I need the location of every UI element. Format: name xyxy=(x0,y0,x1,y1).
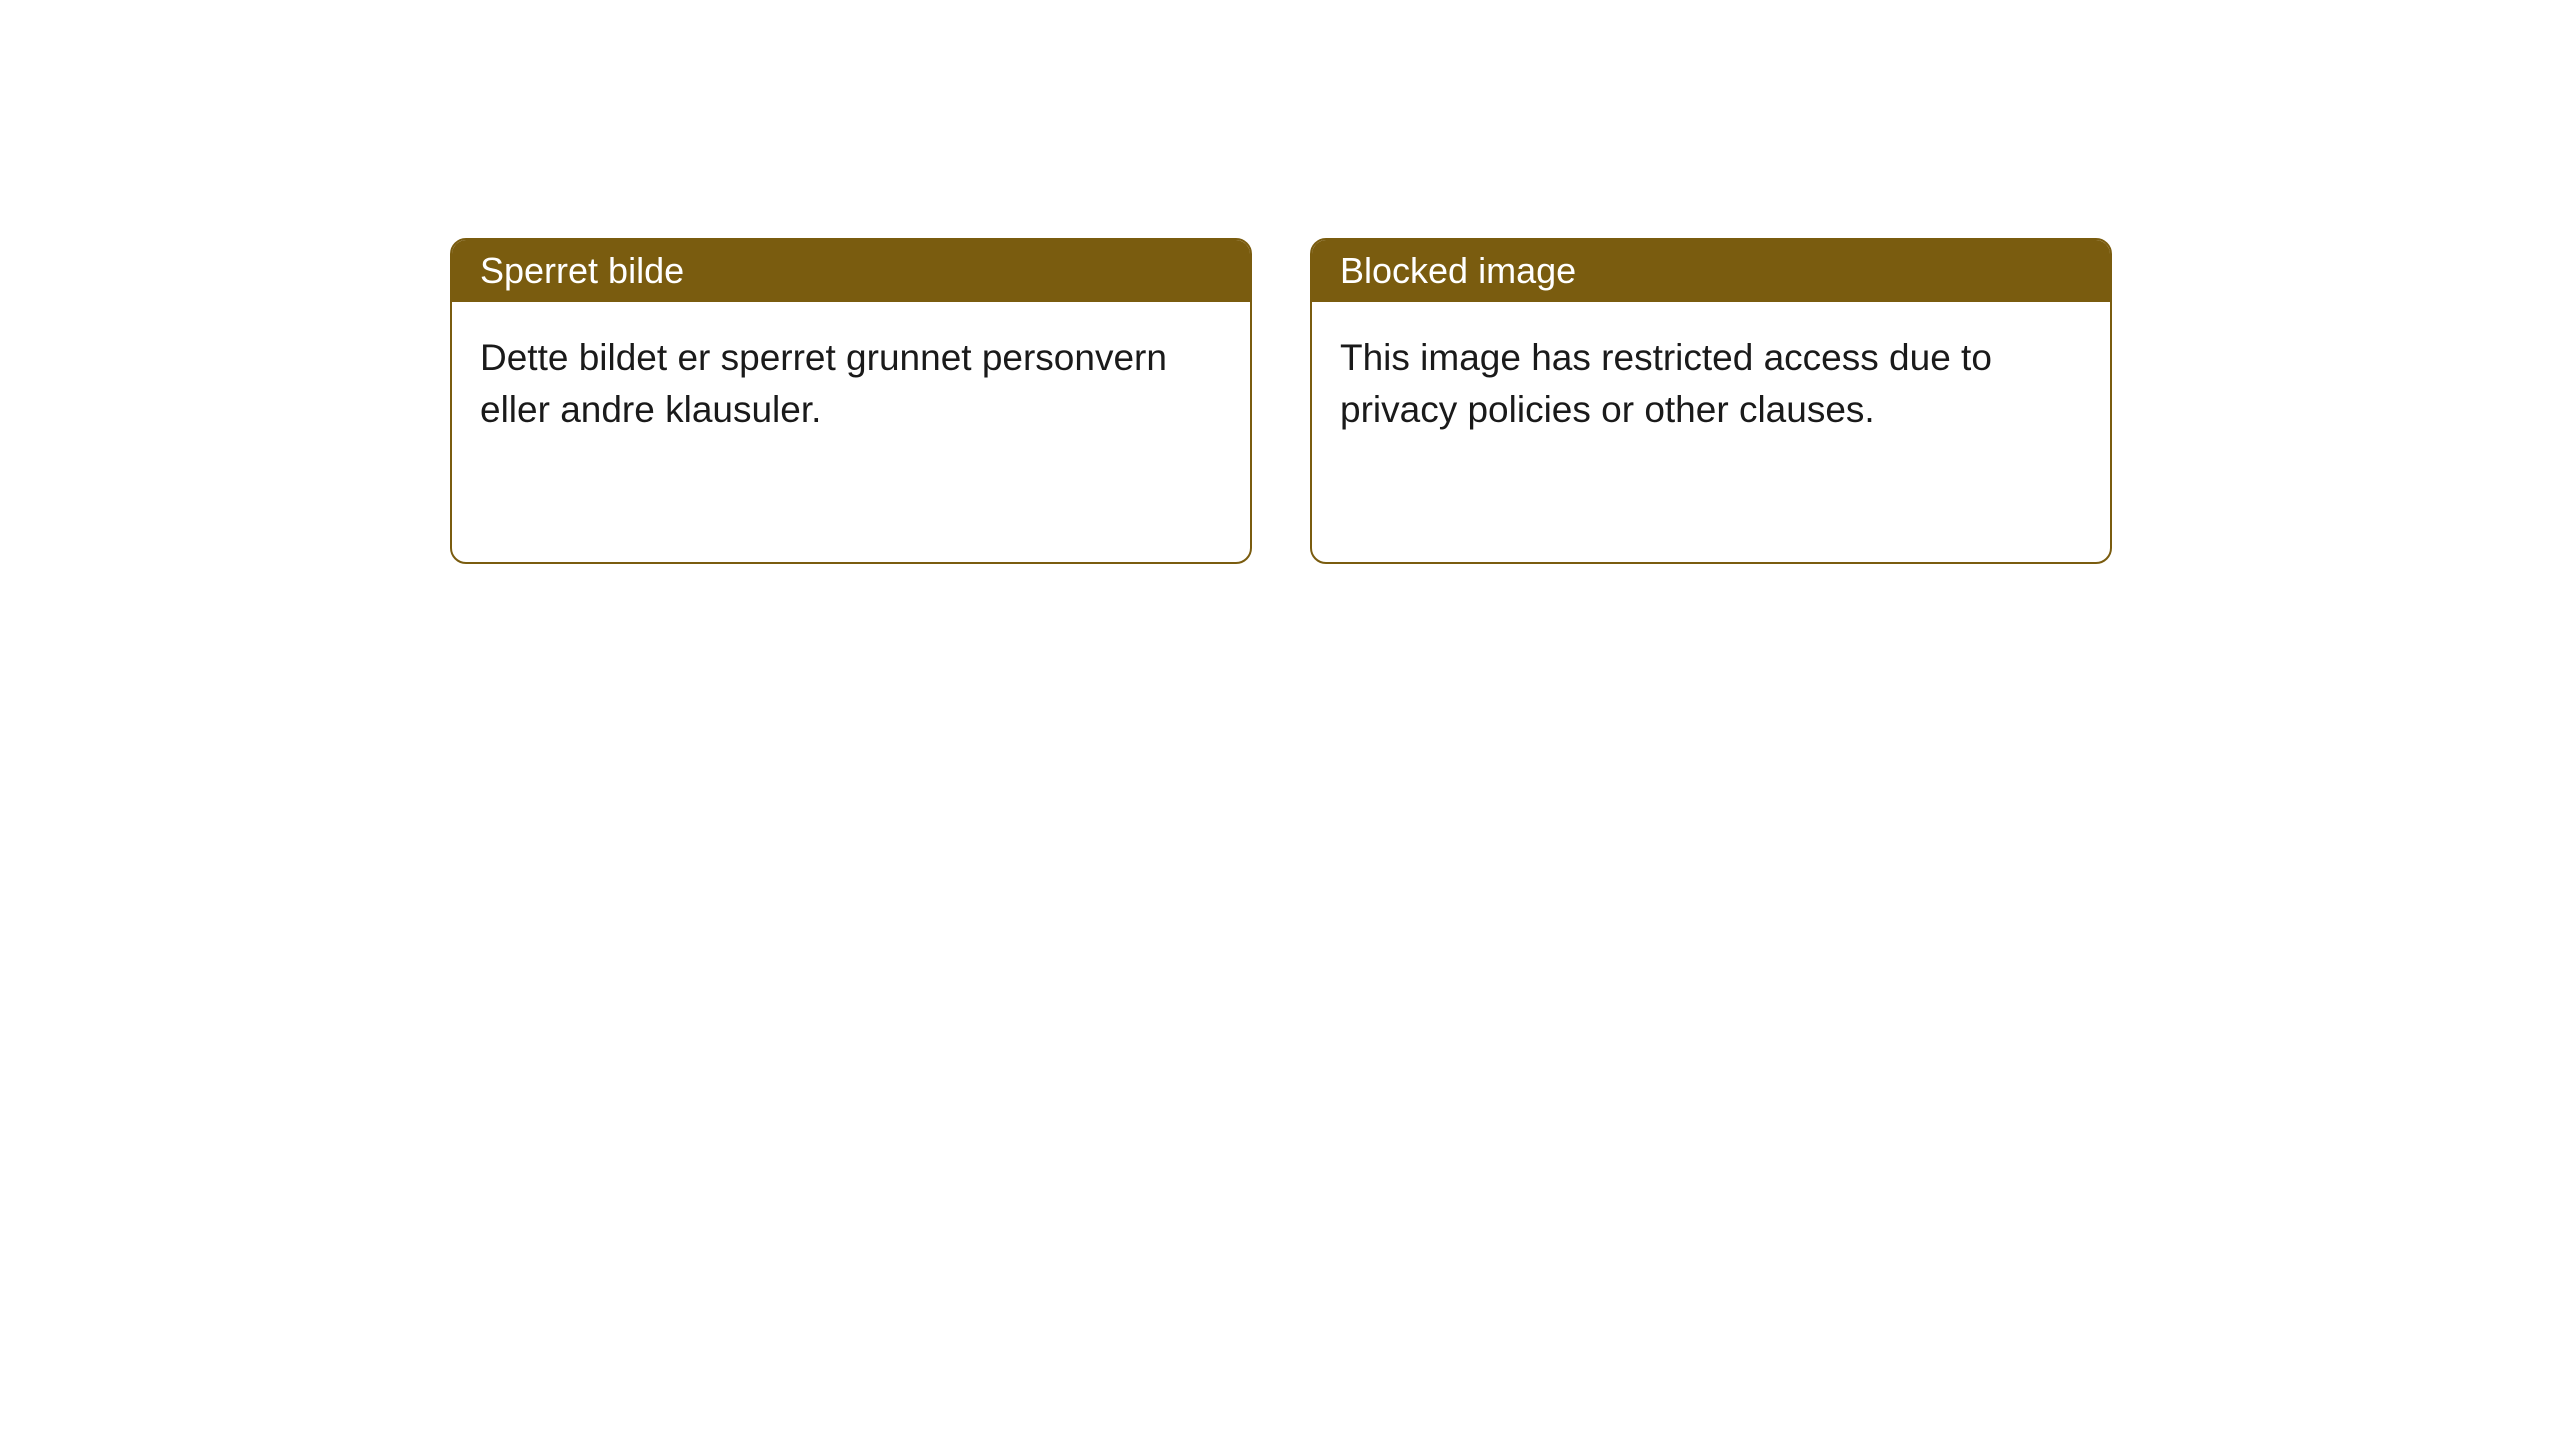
notice-body: Dette bildet er sperret grunnet personve… xyxy=(452,302,1250,562)
notice-header: Blocked image xyxy=(1312,240,2110,302)
notice-message: Dette bildet er sperret grunnet personve… xyxy=(480,337,1167,430)
notice-card-english: Blocked image This image has restricted … xyxy=(1310,238,2112,564)
notice-container: Sperret bilde Dette bildet er sperret gr… xyxy=(0,0,2560,564)
notice-title: Blocked image xyxy=(1340,250,1576,291)
notice-header: Sperret bilde xyxy=(452,240,1250,302)
notice-body: This image has restricted access due to … xyxy=(1312,302,2110,562)
notice-title: Sperret bilde xyxy=(480,250,684,291)
notice-card-norwegian: Sperret bilde Dette bildet er sperret gr… xyxy=(450,238,1252,564)
notice-message: This image has restricted access due to … xyxy=(1340,337,1992,430)
